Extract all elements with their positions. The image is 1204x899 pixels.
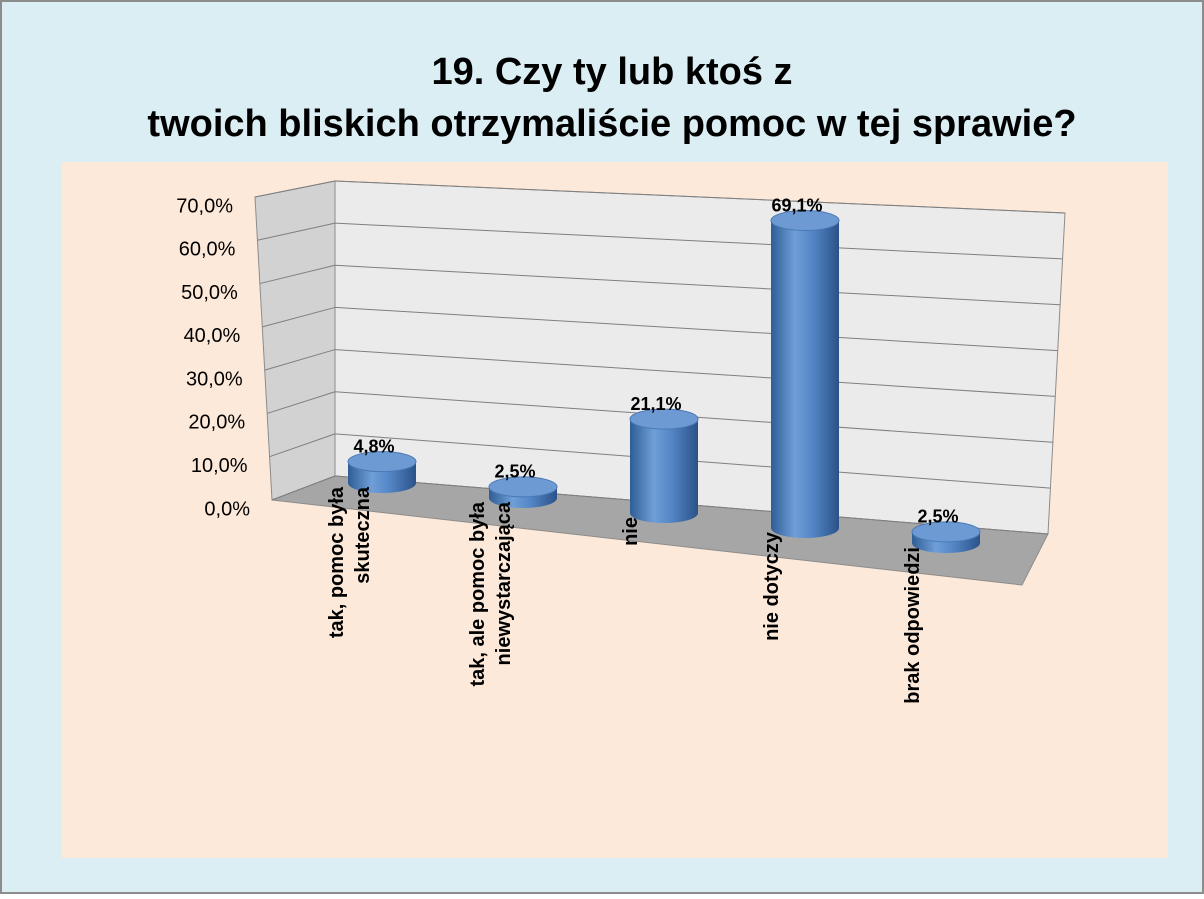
data-label: 69,1% [771,195,822,215]
y-tick-label: 20,0% [188,412,245,434]
grid-line [334,306,1058,352]
bar [911,521,981,553]
data-label: 21,1% [630,394,681,414]
data-label: 4,8% [353,436,394,456]
bar-body [771,220,839,538]
data-label: 2,5% [494,462,535,482]
grid-line [262,306,336,328]
grid-line [259,264,336,285]
x-tick-label: brak odpowiedzi [902,547,924,704]
bar [770,210,840,538]
y-tick-label: 30,0% [186,368,243,390]
grid-line [266,391,336,414]
grid-line [334,349,1056,397]
grid-line [334,222,1063,260]
x-tick-label: tak, pomoc była skuteczna [326,486,374,638]
y-tick-label: 60,0% [179,239,236,261]
bar [629,408,699,523]
y-tick-label: 50,0% [181,282,238,304]
bar-top [911,521,981,543]
y-tick-label: 40,0% [184,325,241,347]
grid-line [334,180,1066,214]
bar [488,476,558,508]
grid-line [264,349,336,371]
x-tick-label: nie dotyczy [761,531,783,641]
grid-line [334,264,1061,306]
bar-top [629,408,699,430]
x-tick-label: tak, ale pomoc była niewystarczająca [467,501,515,686]
grid-line [257,222,336,241]
grid-line [269,433,336,458]
chart-title: 19. Czy ty lub ktoś z twoich bliskich otr… [147,51,1076,145]
bar-top [347,451,417,473]
bar-body [630,419,698,523]
x-tick-label: nie [620,517,642,546]
y-tick-label: 10,0% [191,455,248,477]
bar-top [488,476,558,498]
y-tick-label: 70,0% [176,195,233,217]
grid-line [254,180,336,198]
data-label: 2,5% [917,507,958,527]
bar [347,451,417,493]
y-tick-label: 0,0% [204,498,250,520]
grid-line [271,475,336,501]
bar-top [770,210,840,232]
